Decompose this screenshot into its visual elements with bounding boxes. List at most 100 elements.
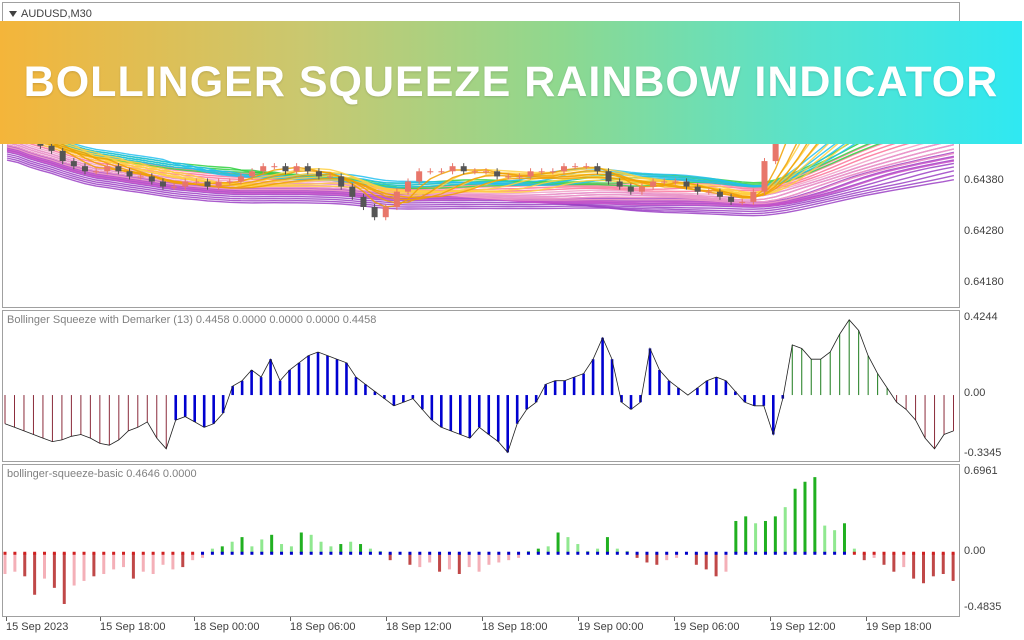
squeeze-dot [52, 551, 56, 555]
candle-body [705, 191, 712, 193]
squeeze-dot [872, 551, 876, 555]
axis-tick-label: -0.3345 [964, 447, 1002, 459]
time-axis-label: 15 Sep 18:00 [100, 621, 166, 633]
squeeze-dot [339, 551, 343, 555]
squeeze-dot [161, 551, 165, 555]
squeeze-dot [43, 551, 47, 555]
time-axis-tick [866, 617, 867, 621]
squeeze-dot [546, 551, 550, 555]
axis-tick-label: 0.00 [964, 545, 986, 558]
squeeze-dot [220, 551, 224, 555]
candle-body [672, 181, 679, 183]
squeeze-dot [645, 551, 649, 555]
squeeze-dot [438, 551, 442, 555]
candle-body [538, 171, 545, 173]
squeeze-dot [526, 551, 530, 555]
axis-tick-label: 0.64280 [964, 224, 1004, 237]
candle-body [494, 171, 501, 177]
squeeze-canvas [3, 477, 955, 604]
candle-body [572, 166, 579, 168]
squeeze-dot [181, 551, 185, 555]
squeeze-dot [3, 551, 7, 555]
squeeze-dot [912, 551, 916, 555]
time-axis-label: 19 Sep 06:00 [674, 621, 740, 633]
rainbow-band-line [6, 89, 955, 189]
candle-body [260, 166, 267, 172]
candle-body [583, 166, 590, 168]
axis-tick-label: 0.4244 [964, 311, 998, 323]
time-axis-label: 15 Sep 2023 [6, 621, 69, 633]
squeeze-dot [210, 551, 214, 555]
squeeze-dot [92, 551, 96, 555]
candle-body [293, 166, 300, 172]
time-axis-label: 18 Sep 06:00 [290, 621, 356, 633]
squeeze-dot [931, 551, 935, 555]
candle-body [638, 186, 645, 192]
squeeze-dot [586, 551, 590, 555]
squeeze-dot [576, 551, 580, 555]
time-axis-tick [6, 617, 7, 621]
time-axis-tick [770, 617, 771, 621]
time-axis-tick [578, 617, 579, 621]
candle-body [505, 176, 512, 178]
time-axis-tick [100, 617, 101, 621]
squeeze-dot [852, 551, 856, 555]
squeeze-dot [260, 551, 264, 555]
candle-body [694, 186, 701, 192]
squeeze-dot [112, 551, 116, 555]
squeeze-dot [23, 551, 27, 555]
candle-body [327, 176, 334, 178]
squeeze-dot [951, 551, 955, 555]
squeeze-dot [892, 551, 896, 555]
squeeze-dot [675, 551, 679, 555]
candle-body [382, 207, 389, 218]
squeeze-dot [921, 551, 925, 555]
squeeze-dot [763, 551, 767, 555]
squeeze-dot [724, 551, 728, 555]
candle-body [605, 171, 612, 182]
time-axis: 15 Sep 2023 15 Sep 18:00 18 Sep 00:00 18 Se… [2, 617, 960, 640]
squeeze-pane[interactable]: bollinger-squeeze-basic 0.4646 0.0000 [2, 464, 960, 617]
squeeze-dot [596, 551, 600, 555]
squeeze-dot [734, 551, 738, 555]
rainbow-band-line [6, 159, 955, 217]
candle-body [171, 186, 178, 188]
squeeze-dot [497, 551, 501, 555]
squeeze-dot [833, 551, 837, 555]
squeeze-dot [428, 551, 432, 555]
squeeze-dot [171, 551, 175, 555]
squeeze-dot [388, 551, 392, 555]
rainbow-band-line [6, 151, 955, 208]
candle-body [471, 171, 478, 173]
squeeze-dot [467, 551, 471, 555]
candle-body [137, 176, 144, 178]
candle-body [483, 171, 489, 173]
squeeze-axis: 0.6961 0.00 -0.4835 [960, 464, 1024, 617]
candle-body [104, 166, 111, 172]
time-axis-tick [386, 617, 387, 621]
squeeze-dot [13, 551, 17, 555]
symbol-label[interactable]: AUDUSD,M30 [9, 8, 92, 20]
squeeze-dot [82, 551, 86, 555]
demarker-pane[interactable]: Bollinger Squeeze with Demarker (13) 0.4… [2, 310, 960, 462]
candle-body [728, 196, 735, 202]
candle-body [661, 181, 668, 183]
candle-body [438, 171, 445, 173]
candle-body [93, 171, 100, 173]
squeeze-dot [754, 551, 758, 555]
squeeze-dot [684, 551, 688, 555]
banner-title: BOLLINGER SQUEEZE RAINBOW INDICATOR [23, 58, 999, 106]
squeeze-dot [359, 551, 363, 555]
rainbow-band-line [6, 57, 954, 196]
candle-body [237, 176, 244, 182]
dropdown-triangle-icon[interactable] [9, 11, 17, 17]
squeeze-dot [131, 551, 135, 555]
squeeze-dot [309, 551, 313, 555]
squeeze-dot [842, 551, 846, 555]
squeeze-pane-title: bollinger-squeeze-basic 0.4646 0.0000 [7, 468, 197, 480]
squeeze-dot [803, 551, 807, 555]
squeeze-dot [507, 551, 511, 555]
rainbow-band-line [6, 54, 955, 198]
candle-body [560, 166, 567, 172]
squeeze-dot [517, 551, 521, 555]
